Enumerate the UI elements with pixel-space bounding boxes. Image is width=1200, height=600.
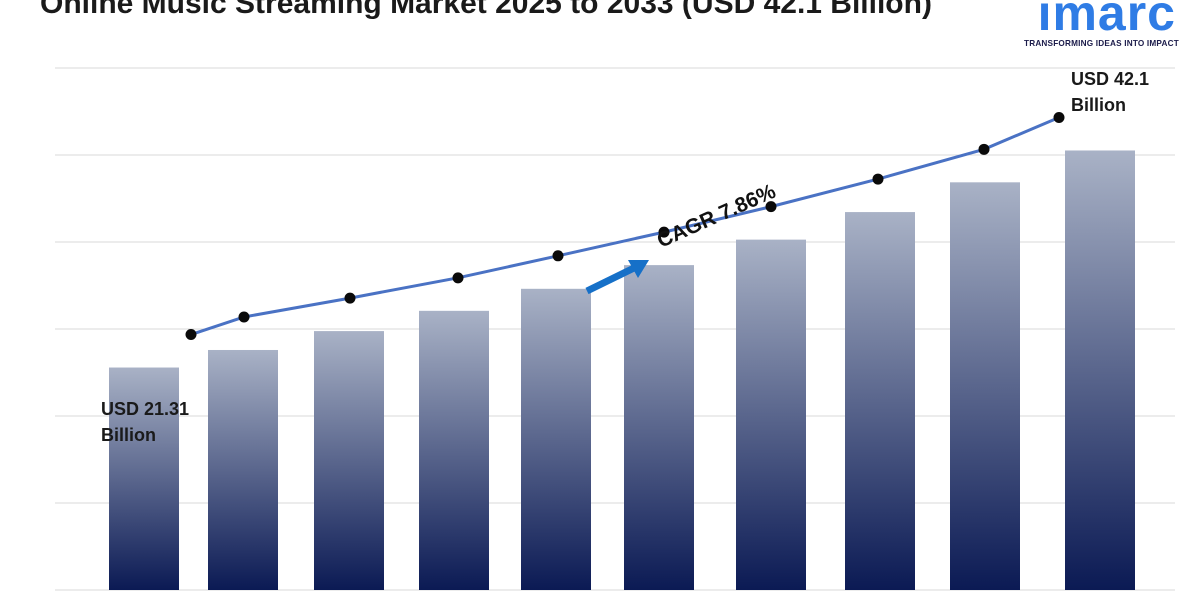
logo-wordmark: imarc [1037,0,1176,41]
trend-line [190,116,1060,336]
line-point [658,226,670,238]
end-value-label: USD 42.1 Billion [1071,69,1149,115]
line-point [978,143,990,155]
chart-title: Online Music Streaming Market 2025 to 20… [40,0,932,20]
line-point [185,329,197,341]
line-point [872,173,884,185]
bar [1065,150,1135,590]
line-point [452,272,464,284]
bar [845,212,915,590]
logo-tagline: TRANSFORMING IDEAS INTO IMPACT [1024,39,1179,48]
line-point [552,250,564,262]
line-point [344,292,356,304]
label-line: Billion [1071,95,1126,115]
label-line: USD 42.1 [1071,69,1149,89]
cagr-arrow-icon [585,260,649,295]
line-markers [185,111,1065,341]
line-point [238,311,250,323]
bar [521,288,591,590]
bar [314,331,384,590]
bar [208,349,278,590]
label-line: USD 21.31 [101,399,189,419]
start-value-label: USD 21.31 Billion [101,399,189,445]
imarc-logo: imarc TRANSFORMING IDEAS INTO IMPACT [1024,0,1179,48]
line-point [1053,111,1065,123]
bar [419,310,489,590]
line-series [190,116,1060,336]
bar [736,239,806,590]
bar [109,367,179,590]
line-point [765,201,777,213]
label-line: Billion [101,425,156,445]
bar-series [109,150,1135,590]
bar [624,265,694,590]
bar [950,182,1020,590]
